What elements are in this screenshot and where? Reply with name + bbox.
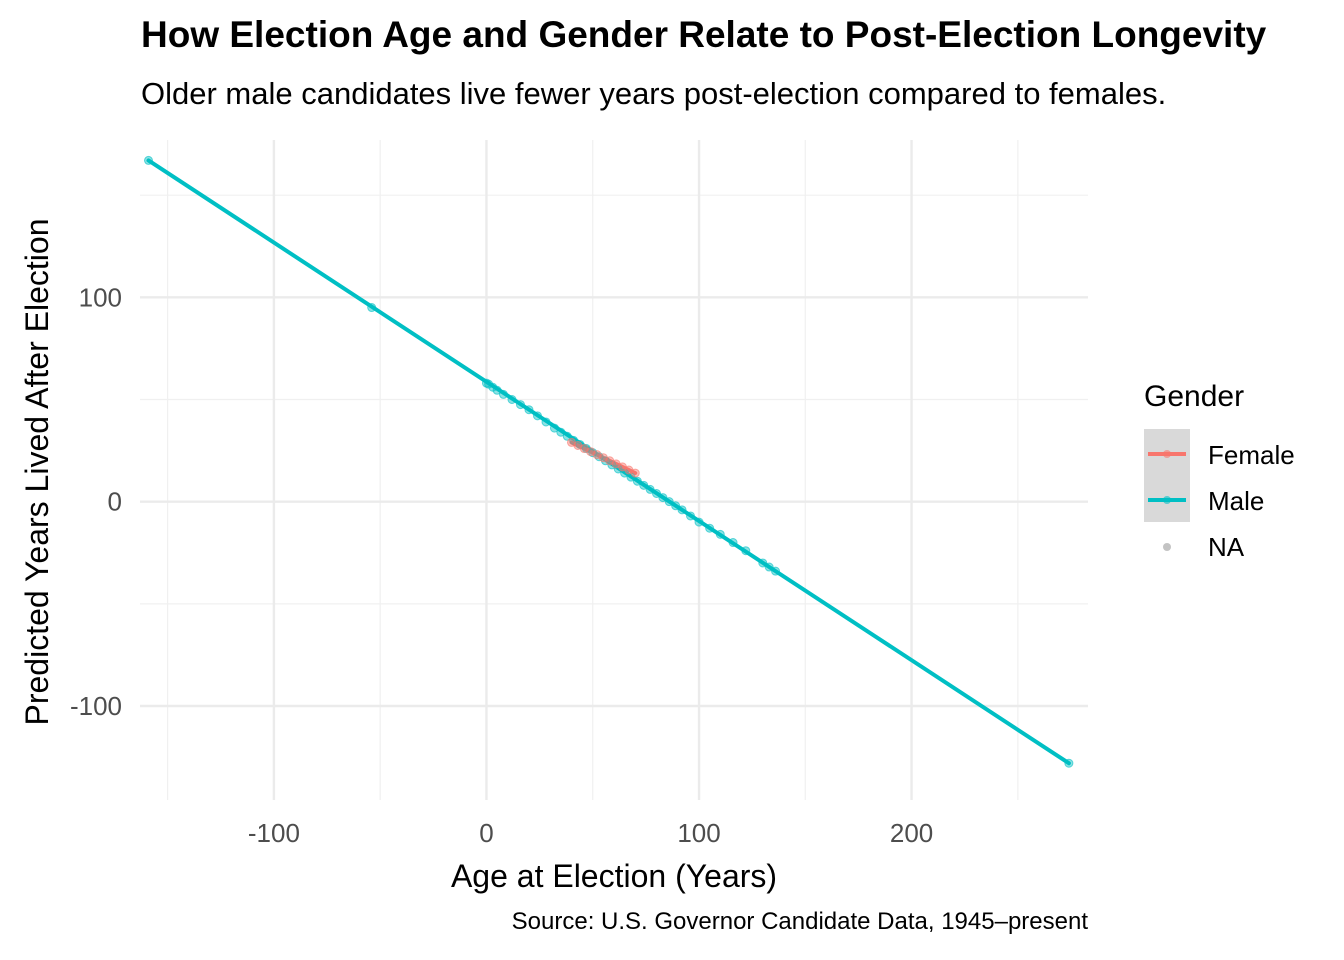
data-point-male [492,385,502,395]
data-point-male [758,558,768,568]
data-point-male [645,484,655,494]
grid-lines [140,140,1088,800]
data-point-male [556,427,566,437]
chart-caption: Source: U.S. Governor Candidate Data, 19… [511,908,1088,935]
data-point-male [532,411,542,421]
data-point-male [658,493,668,503]
data-point-male [694,517,704,527]
legend-title: Gender [1144,380,1244,413]
data-point-male [671,501,681,511]
data-point-male [686,511,696,521]
x-tick-label: 200 [890,818,933,848]
legend-key-female [1148,450,1186,458]
data-point-male [632,476,642,486]
data-point-male [771,566,781,576]
data-points [144,155,1074,768]
legend-label-male: Male [1208,486,1264,516]
chart-subtitle: Older male candidates live fewer years p… [141,76,1167,111]
data-point-male [677,505,687,515]
x-axis-label: Age at Election (Years) [451,858,777,894]
data-point-male [541,417,551,427]
data-point-male [728,538,738,548]
legend-label-female: Female [1208,440,1295,470]
data-point-male [1064,758,1074,768]
data-point-male [515,400,525,410]
data-point-male [549,423,559,433]
data-point-male [705,523,715,533]
y-axis-label: Predicted Years Lived After Election [19,219,55,726]
legend-key-male [1148,496,1186,504]
y-axis-ticks: -100 0 100 [70,282,122,721]
data-point-male [652,488,662,498]
x-tick-label: 100 [677,818,720,848]
legend: Gender Female Male NA [1144,380,1295,562]
y-tick-label: 0 [108,487,122,517]
data-point-male [367,303,377,313]
data-point-male [498,389,508,399]
x-tick-label: 0 [479,818,493,848]
data-point-male [613,464,623,474]
legend-key-na [1163,543,1171,551]
data-point-male [741,546,751,556]
x-axis-ticks: -100 0 100 200 [248,818,933,848]
x-tick-label: -100 [248,818,300,848]
data-point-male [524,405,534,415]
chart-title: How Election Age and Gender Relate to Po… [141,14,1267,55]
legend-key-background [1144,429,1190,522]
y-tick-label: 100 [79,282,122,312]
data-point-male [715,529,725,539]
y-tick-label: -100 [70,691,122,721]
data-point-male [664,497,674,507]
data-point-male [639,480,649,490]
legend-label-na: NA [1208,532,1245,562]
data-point-male [562,431,572,441]
data-point-male [144,155,154,165]
data-point-male [507,395,517,405]
data-point-male [764,562,774,572]
data-point-female [630,468,640,478]
